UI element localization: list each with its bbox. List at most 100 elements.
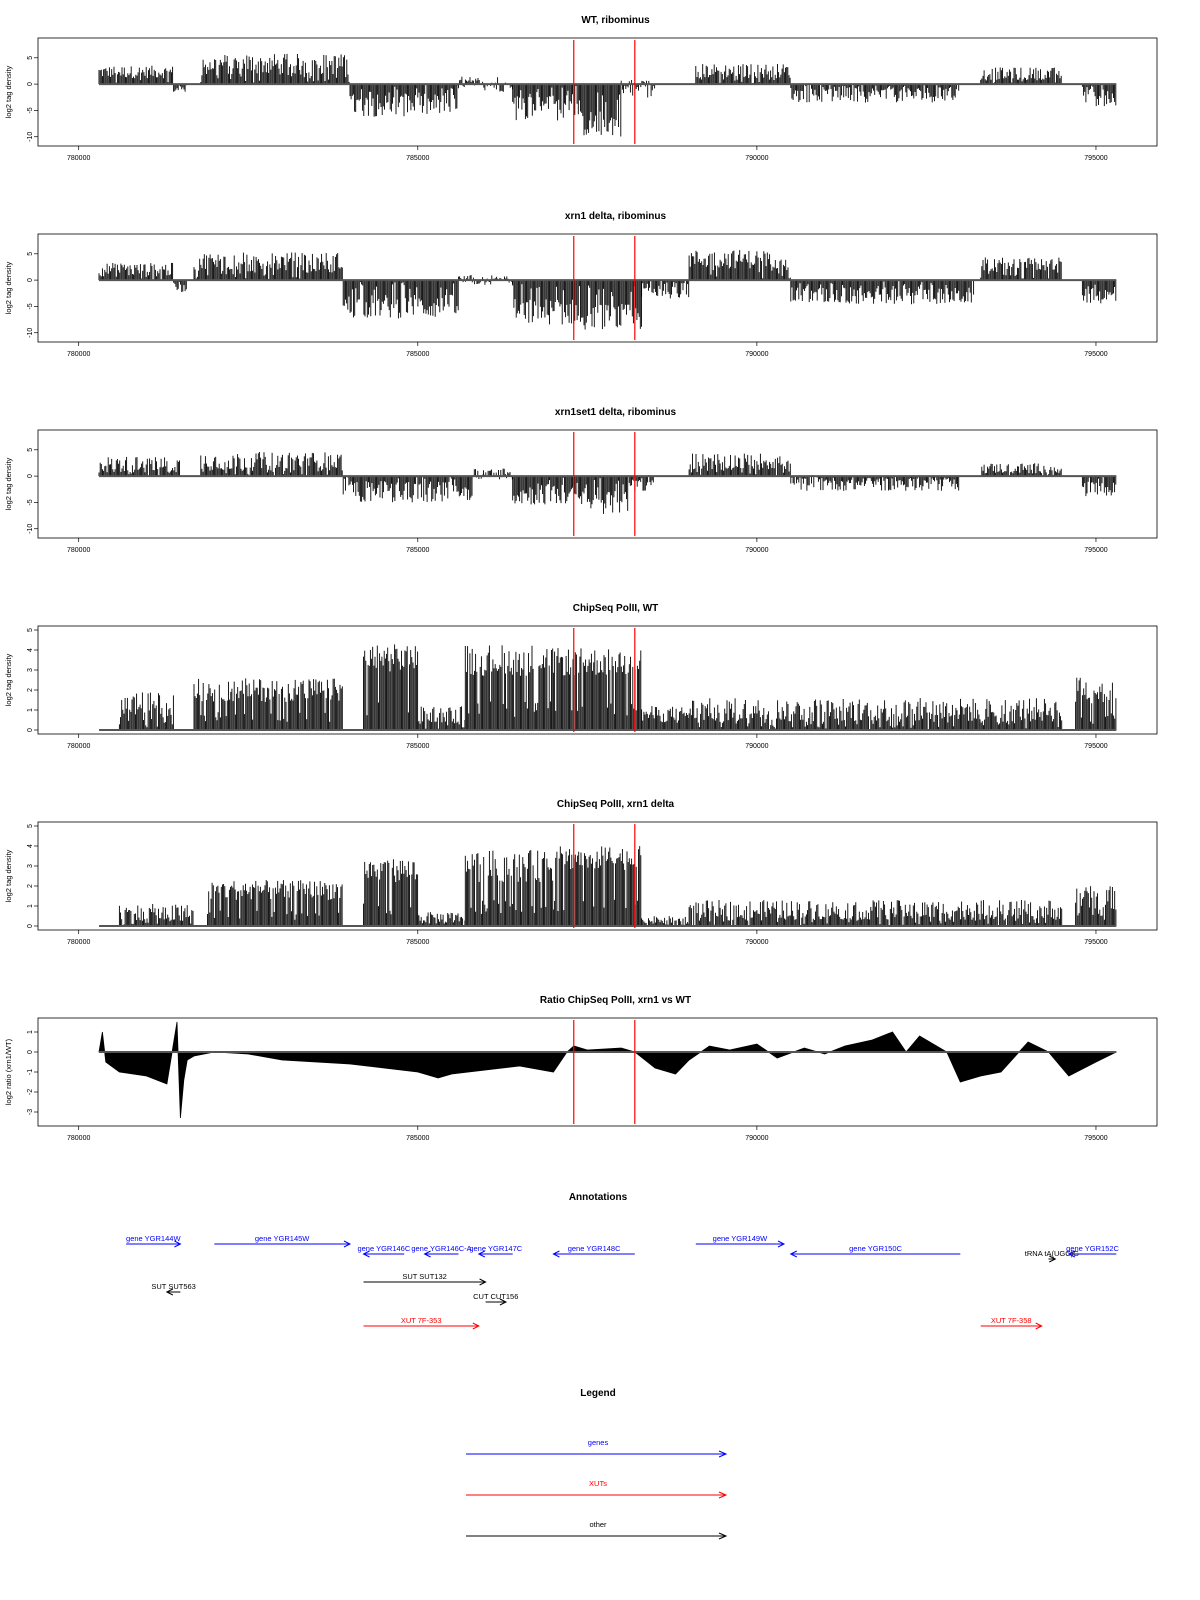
legend-label: XUTs — [589, 1479, 607, 1488]
y-tick-label: 4 — [27, 648, 34, 652]
y-axis-label: log2 tag density — [4, 849, 13, 902]
x-tick-label: 795000 — [1084, 547, 1107, 554]
annotation-feature: gene YGR144W — [126, 1234, 182, 1248]
x-tick-label: 795000 — [1084, 939, 1107, 946]
annotation-feature: SUT SUT132 — [363, 1272, 487, 1286]
chart-title: Ratio ChipSeq PolII, xrn1 vs WT — [540, 995, 691, 1006]
x-tick-label: 780000 — [67, 743, 90, 750]
feature-arrowhead — [789, 1250, 798, 1258]
legend-arrowhead — [718, 1491, 728, 1499]
x-tick-label: 795000 — [1084, 155, 1107, 162]
annotation-feature: gene YGR148C — [552, 1244, 635, 1258]
feature-label: gene YGR147C — [469, 1244, 522, 1253]
y-tick-label: -10 — [27, 328, 34, 338]
feature-label: XUT 7F-353 — [401, 1316, 442, 1325]
y-tick-label: 5 — [27, 252, 34, 256]
annotation-feature: gene YGR146C — [357, 1244, 411, 1258]
y-axis-label: log2 tag density — [4, 457, 13, 510]
feature-label: SUT SUT132 — [402, 1272, 446, 1281]
annotation-feature: SUT SUT563 — [151, 1282, 196, 1296]
y-tick-label: 0 — [27, 278, 34, 282]
y-tick-label: 5 — [27, 824, 34, 828]
x-tick-label: 790000 — [745, 547, 768, 554]
y-tick-label: -5 — [27, 499, 34, 505]
annotation-feature: gene YGR145W — [214, 1234, 352, 1248]
plot-frame — [37, 429, 1158, 539]
feature-label: gene YGR150C — [849, 1244, 902, 1253]
y-tick-label: -10 — [27, 132, 34, 142]
y-tick-label: -2 — [27, 1089, 34, 1095]
plot-frame — [37, 821, 1158, 931]
y-tick-label: 5 — [27, 628, 34, 632]
y-tick-label: 0 — [27, 474, 34, 478]
feature-arrowhead — [423, 1250, 431, 1258]
annotations-panel: Annotations gene YGR144W gene YGR145W gene … — [126, 1192, 1120, 1330]
annotation-feature: CUT CUT156 — [473, 1292, 518, 1306]
y-axis-label: log2 tag density — [4, 653, 13, 706]
y-tick-label: 0 — [27, 1050, 34, 1054]
feature-label: gene YGR144W — [126, 1234, 181, 1243]
feature-arrowhead — [499, 1298, 508, 1306]
y-axis-label: log2 ratio (xrn1/WT) — [4, 1038, 13, 1105]
feature-label: SUT SUT563 — [151, 1282, 195, 1291]
y-tick-label: 5 — [27, 448, 34, 452]
y-tick-label: -3 — [27, 1109, 34, 1115]
legend-arrowhead — [718, 1532, 728, 1540]
y-tick-label: 3 — [27, 864, 34, 868]
x-tick-label: 795000 — [1084, 743, 1107, 750]
feature-label: gene YGR149W — [713, 1234, 768, 1243]
chart-title: ChipSeq PolII, WT — [573, 603, 659, 614]
series-bars — [98, 250, 1117, 330]
y-tick-label: 1 — [27, 1030, 34, 1034]
x-tick-label: 780000 — [67, 1135, 90, 1142]
x-tick-label: 790000 — [745, 351, 768, 358]
y-tick-label: -5 — [27, 303, 34, 309]
feature-label: gene YGR148C — [568, 1244, 621, 1253]
annotation-feature: gene YGR146C-A — [411, 1244, 472, 1258]
y-tick-label: 1 — [27, 904, 34, 908]
x-tick-label: 785000 — [406, 351, 429, 358]
y-axis-label: log2 tag density — [4, 261, 13, 314]
y-tick-label: -5 — [27, 107, 34, 113]
legend-item-2: other — [466, 1520, 728, 1540]
feature-arrowhead — [777, 1240, 786, 1248]
legend-item-0: genes — [466, 1438, 728, 1458]
plot-frame — [37, 233, 1158, 343]
feature-arrowhead — [165, 1288, 174, 1296]
feature-label: gene YGR152C — [1066, 1244, 1119, 1253]
chart-panel-5: Ratio ChipSeq PolII, xrn1 vs WT log2 rati… — [4, 995, 1158, 1142]
series-bars — [98, 53, 1117, 137]
feature-label: XUT 7F-358 — [991, 1316, 1032, 1325]
legend-label: genes — [588, 1438, 609, 1447]
chart-panel-0: WT, ribominus log2 tag density -10 -5 0 5 7800… — [4, 15, 1158, 162]
feature-arrowhead — [472, 1322, 480, 1330]
legend-arrowhead — [718, 1450, 728, 1458]
chart-title: xrn1set1 delta, ribominus — [555, 407, 677, 418]
x-tick-label: 780000 — [67, 155, 90, 162]
x-tick-label: 785000 — [406, 1135, 429, 1142]
feature-arrowhead — [477, 1250, 486, 1258]
feature-arrowhead — [343, 1240, 352, 1248]
feature-arrowhead — [1049, 1255, 1057, 1263]
y-tick-label: 2 — [27, 688, 34, 692]
feature-arrowhead — [1035, 1322, 1043, 1330]
plot-frame — [37, 625, 1158, 735]
y-tick-label: 1 — [27, 708, 34, 712]
chart-panel-3: ChipSeq PolII, WT log2 tag density 0 1 2 3 4 5 7… — [4, 603, 1158, 750]
chart-panel-4: ChipSeq PolII, xrn1 delta log2 tag densit… — [4, 799, 1158, 946]
series-bars — [98, 452, 1117, 514]
legend-title: Legend — [580, 1388, 616, 1399]
feature-arrowhead — [552, 1250, 560, 1258]
legend-label: other — [589, 1520, 607, 1529]
chart-panel-2: xrn1set1 delta, ribominus log2 tag densit… — [4, 407, 1158, 554]
feature-label: gene YGR146C — [357, 1244, 410, 1253]
x-tick-label: 780000 — [67, 547, 90, 554]
plot-frame — [37, 37, 1158, 147]
y-tick-label: 3 — [27, 668, 34, 672]
series-bars — [118, 846, 1117, 926]
legend-panel: Legend genes XUTs other — [466, 1388, 728, 1540]
feature-label: gene YGR145W — [255, 1234, 310, 1243]
x-tick-label: 785000 — [406, 155, 429, 162]
feature-arrowhead — [174, 1240, 182, 1248]
